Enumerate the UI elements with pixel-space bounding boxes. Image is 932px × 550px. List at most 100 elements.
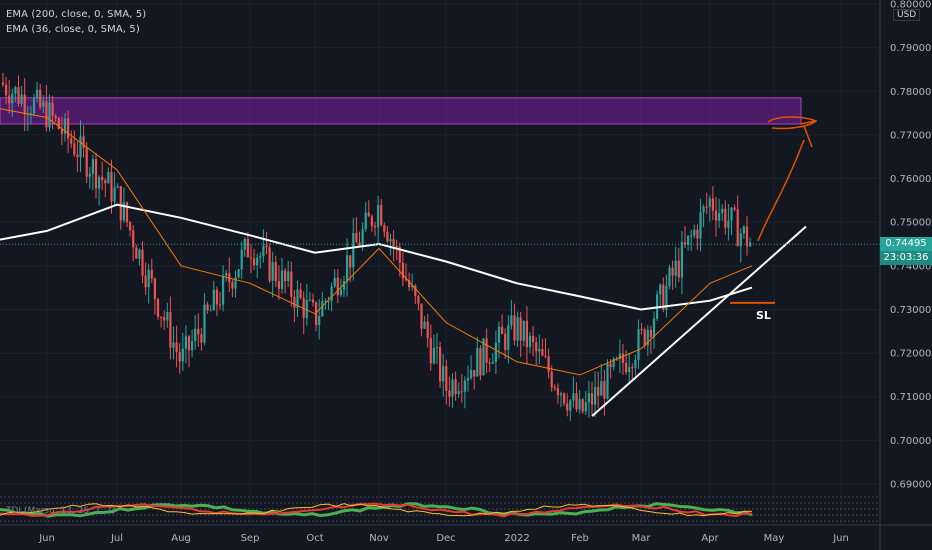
trendline	[591, 225, 807, 417]
candle-body	[17, 87, 20, 104]
candle-body	[324, 301, 327, 303]
candle-body	[253, 258, 256, 266]
candle-body	[439, 347, 442, 382]
candle-body	[389, 239, 392, 242]
candle-body	[262, 245, 265, 257]
legend-ema36[interactable]: EMA (36, close, 0, SMA, 5)	[6, 24, 140, 35]
candle-body	[646, 329, 649, 346]
candle-body	[259, 256, 262, 258]
candle-body	[141, 249, 144, 276]
x-tick-label: Oct	[306, 533, 323, 544]
candle-body	[383, 225, 386, 232]
candle-body	[315, 302, 318, 326]
y-tick-label: 0.73000	[890, 305, 931, 316]
candle-body	[290, 271, 293, 297]
candle-body	[485, 338, 488, 363]
candle-body	[470, 370, 473, 379]
candle-body	[308, 299, 311, 301]
candle-body	[683, 242, 687, 245]
tdi-legend[interactable]: TDI (Marsu, 13, 25, 7, 7)	[6, 506, 116, 516]
candle-body	[57, 118, 60, 129]
candle-body	[559, 393, 563, 396]
candle-body	[680, 242, 683, 278]
candle-body	[513, 315, 516, 341]
candle-body	[476, 348, 479, 377]
candle-body	[690, 235, 693, 237]
candle-body	[429, 338, 432, 364]
candle-body	[687, 235, 690, 245]
candle-body	[73, 143, 76, 155]
candle-body	[522, 320, 525, 341]
candle-body	[398, 247, 401, 263]
candle-body	[662, 284, 665, 310]
candle-body	[231, 282, 234, 289]
candle-body	[482, 338, 485, 376]
candle-body	[736, 209, 739, 247]
candle-body	[420, 303, 423, 329]
time-axis[interactable]: Jun Jul Aug Sep Oct Nov Dec 2022 Feb Mar Apr May Jun	[38, 533, 849, 544]
candle-body	[94, 159, 98, 189]
candle-body	[547, 356, 550, 372]
candle-body	[727, 220, 730, 228]
candle-body	[528, 335, 532, 348]
candle-body	[674, 260, 677, 276]
candle-body	[538, 349, 541, 352]
candle-body	[104, 179, 107, 184]
candle-body	[160, 316, 163, 318]
candle-body	[212, 289, 215, 311]
candle-body	[1, 82, 5, 85]
candle-body	[730, 207, 733, 221]
candle-body	[32, 98, 36, 114]
candle-body	[448, 390, 451, 397]
candle-body	[222, 275, 225, 305]
candle-body	[243, 238, 246, 250]
candle-body	[373, 226, 377, 228]
candle-body	[249, 257, 253, 259]
candle-body	[125, 202, 129, 223]
candle-body	[88, 173, 91, 177]
candle-body	[634, 360, 637, 368]
candle-body	[14, 87, 17, 94]
x-tick-label: Jun	[832, 533, 849, 544]
candle-body	[600, 381, 603, 396]
candle-body	[550, 371, 553, 388]
candle-body	[318, 316, 321, 326]
candle-body	[618, 353, 621, 359]
candle-body	[39, 89, 42, 108]
candle-body	[20, 94, 23, 104]
candle-body	[342, 281, 346, 290]
candle-body	[302, 297, 305, 318]
candle-body	[649, 329, 652, 338]
candle-body	[628, 367, 631, 373]
candle-body	[525, 320, 528, 348]
legend-ema200[interactable]: EMA (200, close, 0, SMA, 5)	[6, 9, 147, 20]
candle-body	[714, 210, 718, 221]
candle-body	[240, 249, 243, 270]
candle-body	[144, 275, 147, 288]
candle-body	[23, 94, 26, 115]
candle-body	[129, 222, 132, 231]
candle-body	[187, 336, 191, 351]
candle-body	[215, 289, 218, 305]
y-tick-label: 0.80000	[890, 0, 931, 11]
price-axis[interactable]: 0.80000 0.79000 0.78000 0.77000 0.76000 0.750…	[890, 0, 931, 491]
candle-body	[349, 255, 352, 268]
candle-body	[116, 186, 119, 188]
candle-body	[603, 381, 606, 399]
candle-body	[411, 285, 414, 288]
candle-body	[175, 342, 178, 352]
y-tick-label: 0.75000	[890, 218, 931, 229]
candle-body	[454, 379, 457, 394]
candle-body	[367, 212, 370, 217]
target-arrow	[757, 116, 818, 242]
candle-body	[138, 249, 141, 259]
candle-body	[711, 198, 714, 211]
y-tick-label: 0.69000	[890, 480, 931, 491]
candle-body	[377, 205, 380, 228]
candle-body	[724, 208, 727, 228]
candle-body	[404, 278, 408, 280]
candle-body	[590, 393, 594, 405]
candle-body	[203, 304, 206, 343]
stop-loss-label: SL	[756, 309, 771, 322]
